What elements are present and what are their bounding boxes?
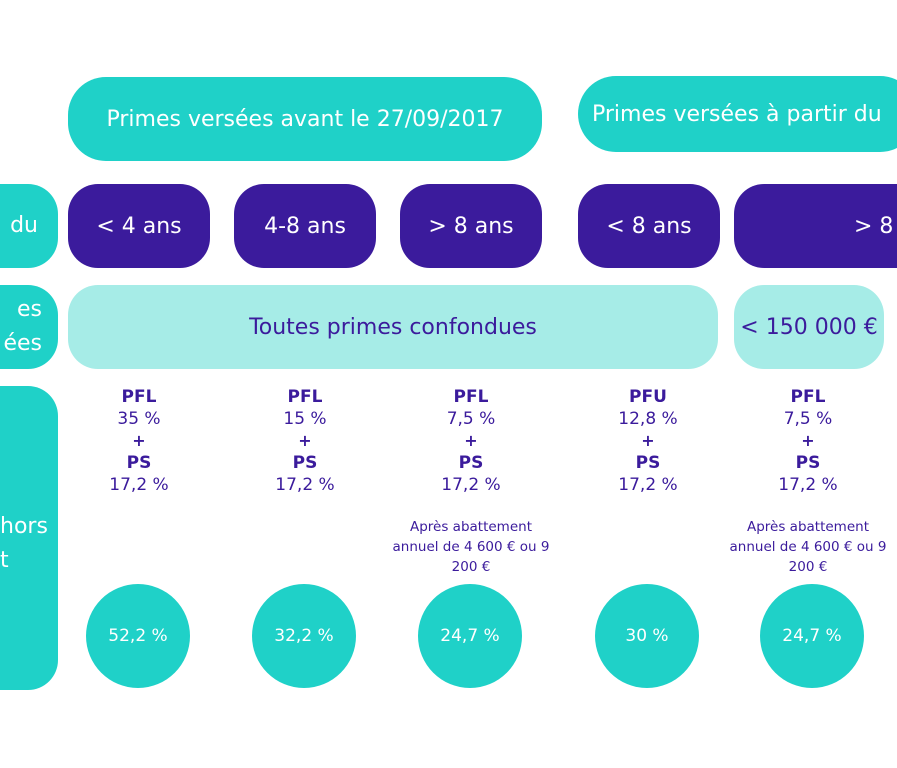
plus-sign: + — [132, 431, 146, 450]
primes-seuil: < 150 000 € — [734, 285, 884, 369]
ps-rate: 17,2 % — [618, 475, 678, 495]
duration-pill-1-text: < 4 ans — [96, 213, 182, 239]
ps-rate: 17,2 % — [778, 475, 838, 495]
total-circle-4: 30 % — [595, 584, 699, 688]
row-label-duree-text: du — [10, 213, 38, 238]
plus-sign: + — [641, 431, 655, 450]
plus-sign: + — [801, 431, 815, 450]
total-circle-1-text: 52,2 % — [108, 626, 168, 646]
duration-pill-3: > 8 ans — [400, 184, 542, 268]
pf-label: PFL — [121, 387, 157, 407]
ps-label: PS — [458, 453, 484, 473]
row-label-primes-line2: ées — [3, 331, 42, 356]
duration-pill-2-text: 4-8 ans — [264, 213, 346, 239]
pf-rate: 12,8 % — [618, 409, 678, 429]
row-label-duree: du — [0, 184, 58, 268]
duration-pill-4: < 8 ans — [578, 184, 720, 268]
pf-rate: 7,5 % — [783, 409, 833, 429]
tax-column-3: PFL 7,5 % + PS 17,2 % — [396, 386, 546, 496]
header-avant: Primes versées avant le 27/09/2017 — [68, 77, 542, 161]
row-label-primes-line1: es — [17, 297, 42, 322]
duration-pill-5: > 8 — [734, 184, 897, 268]
duration-pill-5-text: > 8 — [854, 213, 894, 239]
plus-sign: + — [464, 431, 478, 450]
pf-label: PFL — [790, 387, 826, 407]
tax-column-4: PFU 12,8 % + PS 17,2 % — [573, 386, 723, 496]
total-circle-1: 52,2 % — [86, 584, 190, 688]
total-circle-3: 24,7 % — [418, 584, 522, 688]
pf-rate: 7,5 % — [446, 409, 496, 429]
ps-rate: 17,2 % — [275, 475, 335, 495]
total-circle-5-text: 24,7 % — [782, 626, 842, 646]
row-label-taux-line2: t — [0, 548, 9, 573]
primes-seuil-text: < 150 000 € — [740, 314, 878, 340]
total-circle-3-text: 24,7 % — [440, 626, 500, 646]
primes-toutes: Toutes primes confondues — [68, 285, 718, 369]
pf-label: PFL — [453, 387, 489, 407]
primes-toutes-text: Toutes primes confondues — [249, 314, 537, 340]
ps-rate: 17,2 % — [109, 475, 169, 495]
row-label-taux-line1: hors — [0, 514, 48, 539]
total-circle-2-text: 32,2 % — [274, 626, 334, 646]
total-circle-5: 24,7 % — [760, 584, 864, 688]
pf-rate: 35 % — [117, 409, 161, 429]
ps-label: PS — [292, 453, 318, 473]
abattement-note-2: Après abattement annuel de 4 600 € ou 9 … — [729, 519, 887, 575]
row-label-primes: es ées — [0, 285, 58, 369]
pf-label: PFL — [287, 387, 323, 407]
pf-label: PFU — [629, 387, 667, 407]
ps-label: PS — [635, 453, 661, 473]
ps-label: PS — [126, 453, 152, 473]
ps-label: PS — [795, 453, 821, 473]
plus-sign: + — [298, 431, 312, 450]
ps-rate: 17,2 % — [441, 475, 501, 495]
duration-pill-1: < 4 ans — [68, 184, 210, 268]
tax-column-2: PFL 15 % + PS 17,2 % — [230, 386, 380, 496]
abattement-note-1: Après abattement annuel de 4 600 € ou 9 … — [392, 519, 550, 575]
row-label-taux: hors t — [0, 386, 58, 690]
header-avant-text: Primes versées avant le 27/09/2017 — [106, 106, 504, 132]
tax-column-5: PFL 7,5 % + PS 17,2 % — [733, 386, 883, 496]
header-apres: Primes versées à partir du — [578, 76, 897, 152]
tax-column-1: PFL 35 % + PS 17,2 % — [64, 386, 214, 496]
total-circle-2: 32,2 % — [252, 584, 356, 688]
pf-rate: 15 % — [283, 409, 327, 429]
header-apres-text: Primes versées à partir du — [592, 101, 882, 127]
duration-pill-4-text: < 8 ans — [606, 213, 692, 239]
total-circle-4-text: 30 % — [625, 626, 669, 646]
duration-pill-2: 4-8 ans — [234, 184, 376, 268]
duration-pill-3-text: > 8 ans — [428, 213, 514, 239]
